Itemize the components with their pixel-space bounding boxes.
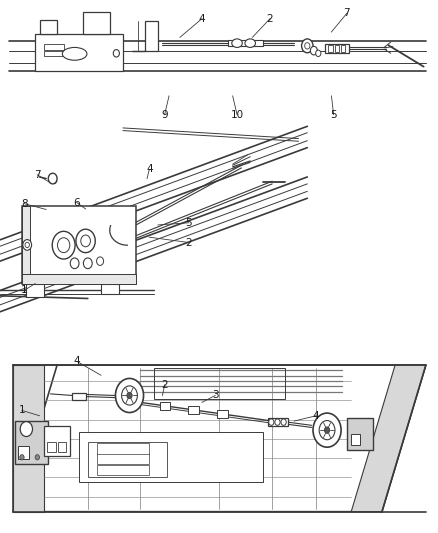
Bar: [44, 51, 64, 56]
Text: 2: 2: [161, 380, 168, 390]
Text: 6: 6: [73, 198, 80, 207]
Text: 7: 7: [34, 170, 41, 180]
Polygon shape: [13, 365, 425, 512]
Bar: [129, 382, 131, 409]
Ellipse shape: [244, 39, 255, 47]
Ellipse shape: [23, 240, 32, 250]
Bar: [334, 45, 338, 52]
Bar: [96, 453, 149, 464]
Ellipse shape: [70, 258, 79, 269]
Ellipse shape: [231, 39, 242, 47]
Ellipse shape: [301, 39, 312, 53]
Text: 4: 4: [73, 357, 80, 366]
Ellipse shape: [127, 392, 132, 399]
Ellipse shape: [315, 50, 320, 56]
Text: 4: 4: [312, 411, 319, 421]
Bar: [346, 418, 372, 450]
Ellipse shape: [115, 378, 143, 413]
Ellipse shape: [81, 235, 90, 247]
Ellipse shape: [121, 386, 137, 405]
Ellipse shape: [324, 427, 329, 433]
Bar: [188, 406, 198, 414]
Polygon shape: [22, 206, 30, 284]
Ellipse shape: [113, 50, 119, 57]
Ellipse shape: [96, 257, 103, 265]
Bar: [328, 45, 332, 52]
Ellipse shape: [280, 419, 286, 425]
Text: 5: 5: [329, 110, 336, 119]
Ellipse shape: [20, 455, 24, 460]
Polygon shape: [228, 40, 263, 46]
Bar: [72, 393, 85, 400]
Bar: [216, 410, 227, 418]
Ellipse shape: [20, 422, 32, 437]
Text: 8: 8: [21, 199, 28, 208]
Text: 3: 3: [211, 391, 218, 400]
Polygon shape: [13, 365, 44, 512]
Text: 2: 2: [185, 238, 192, 247]
Bar: [44, 44, 64, 50]
Ellipse shape: [310, 46, 317, 55]
Bar: [159, 402, 170, 409]
Text: 4: 4: [145, 165, 152, 174]
Polygon shape: [22, 206, 136, 284]
Bar: [79, 432, 263, 482]
Ellipse shape: [48, 173, 57, 184]
Polygon shape: [83, 12, 110, 34]
Bar: [15, 421, 48, 464]
Bar: [153, 368, 285, 399]
Text: 10: 10: [230, 110, 243, 119]
Bar: [96, 443, 149, 454]
Ellipse shape: [304, 43, 309, 49]
Bar: [26, 284, 44, 297]
Polygon shape: [350, 365, 425, 512]
Bar: [18, 446, 29, 459]
Bar: [101, 284, 118, 294]
Text: 1: 1: [21, 286, 28, 295]
Bar: [96, 465, 149, 475]
Bar: [324, 44, 348, 53]
Ellipse shape: [274, 419, 279, 425]
Polygon shape: [39, 20, 57, 34]
Text: 9: 9: [161, 110, 168, 119]
Polygon shape: [35, 34, 123, 71]
Bar: [267, 418, 287, 426]
Text: 2: 2: [266, 14, 273, 23]
Bar: [44, 426, 70, 456]
Ellipse shape: [25, 242, 29, 247]
Ellipse shape: [35, 455, 39, 460]
Bar: [340, 45, 344, 52]
Bar: [47, 442, 56, 452]
Text: 4: 4: [198, 14, 205, 23]
Bar: [58, 442, 66, 452]
Ellipse shape: [52, 231, 75, 259]
Bar: [350, 434, 359, 445]
Ellipse shape: [83, 258, 92, 269]
Ellipse shape: [62, 47, 87, 60]
Ellipse shape: [312, 413, 340, 447]
Ellipse shape: [57, 238, 70, 253]
Polygon shape: [131, 21, 158, 51]
Ellipse shape: [268, 419, 273, 425]
Text: 7: 7: [343, 9, 350, 18]
Ellipse shape: [318, 421, 334, 440]
Polygon shape: [22, 274, 136, 284]
Text: 5: 5: [185, 218, 192, 228]
Text: 1: 1: [18, 406, 25, 415]
Ellipse shape: [76, 229, 95, 253]
Bar: [88, 442, 166, 477]
